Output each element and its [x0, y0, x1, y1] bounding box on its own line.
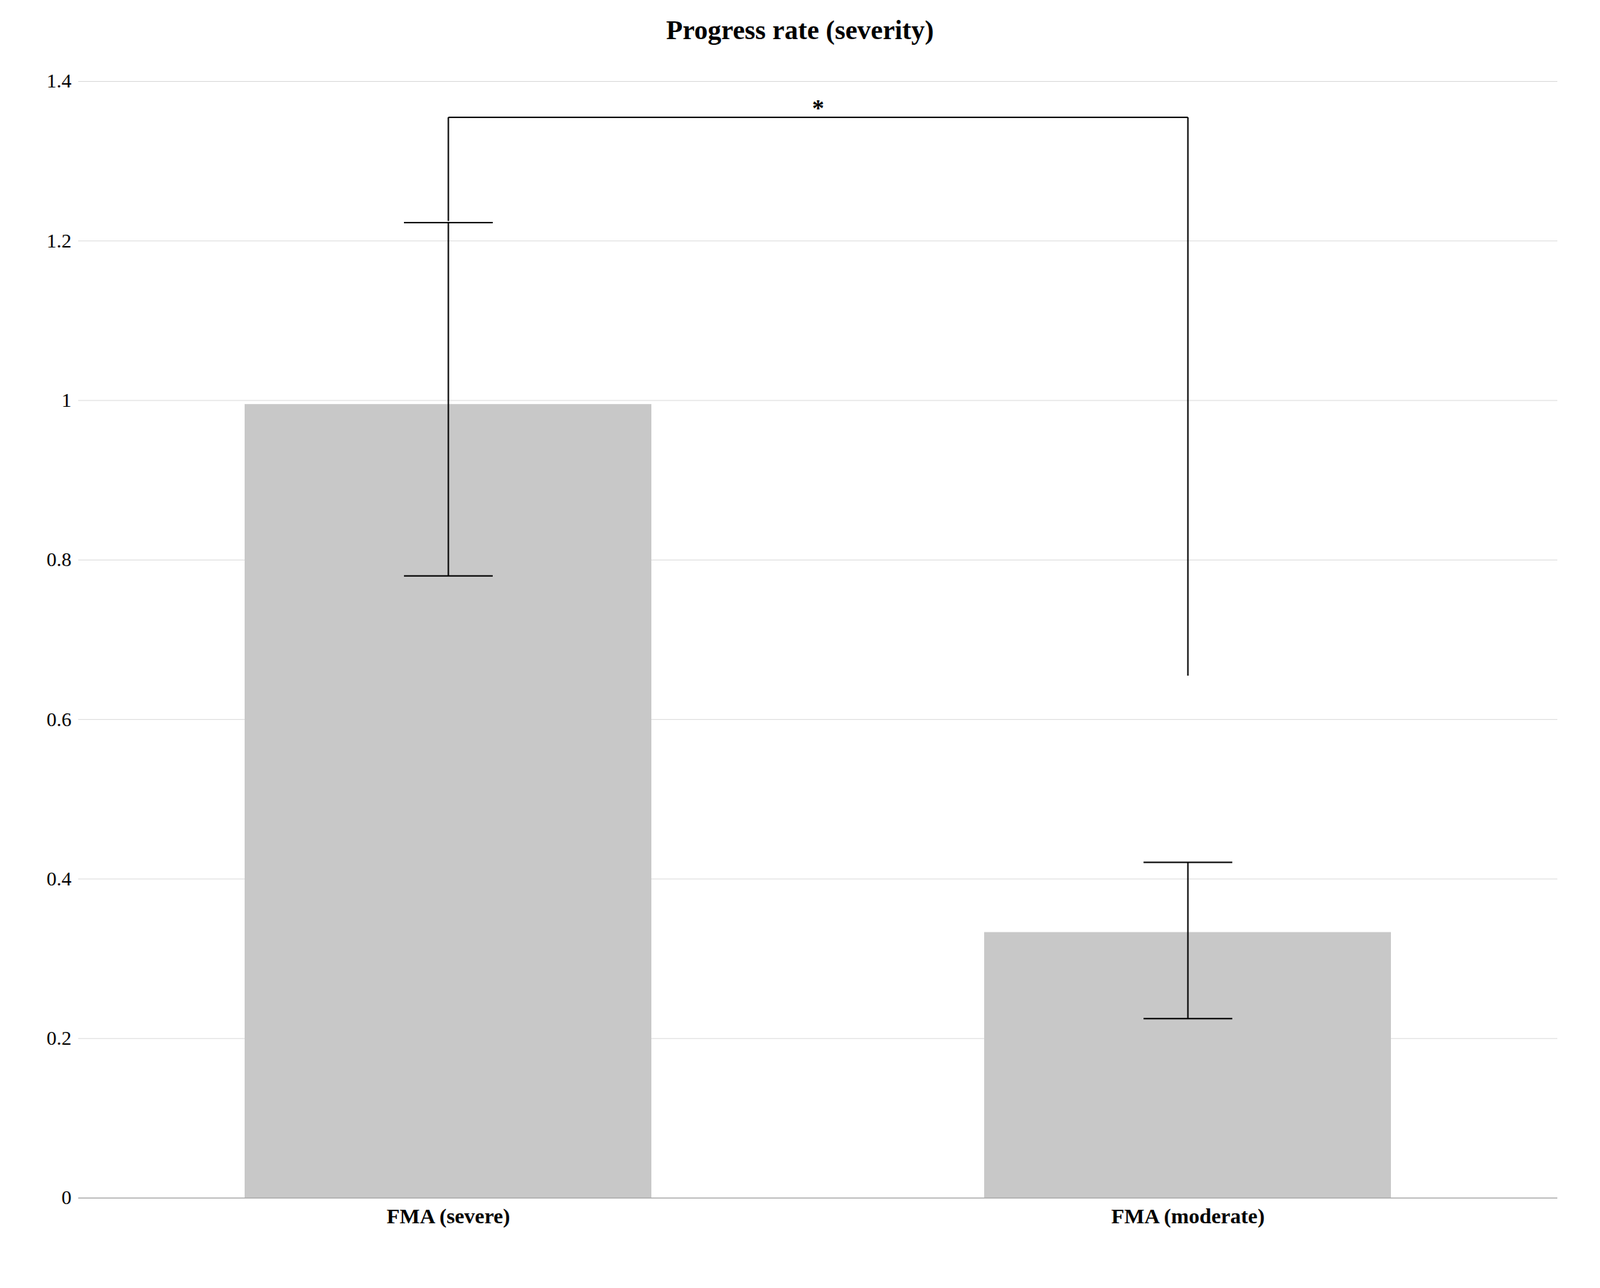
- svg-text:0.2: 0.2: [46, 1026, 72, 1049]
- svg-text:*: *: [812, 94, 825, 121]
- svg-text:1.2: 1.2: [46, 229, 72, 252]
- svg-text:1.4: 1.4: [46, 69, 72, 92]
- svg-text:1: 1: [61, 388, 72, 412]
- svg-text:0: 0: [61, 1186, 72, 1209]
- svg-text:FMA (moderate): FMA (moderate): [1111, 1203, 1266, 1229]
- svg-text:0.8: 0.8: [46, 548, 72, 571]
- html-text:Progress rate (severity): Progress rate (severity): [666, 14, 934, 45]
- svg-text:0.6: 0.6: [46, 708, 72, 731]
- svg-text:FMA (severe): FMA (severe): [386, 1203, 511, 1229]
- svg-text:0.4: 0.4: [46, 867, 72, 890]
